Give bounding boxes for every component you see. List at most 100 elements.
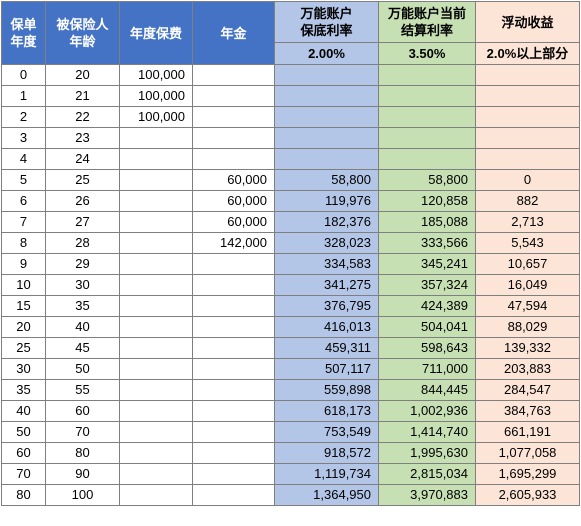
cell-guaranteed-value: 1,364,950 xyxy=(274,484,379,506)
table-row: 1 21 100,000 xyxy=(1,85,580,107)
cell-current-value xyxy=(378,127,476,149)
cell-floating-value: 882 xyxy=(475,190,580,212)
cell-insured-age: 100 xyxy=(45,484,120,506)
floating-rate-value: 2.0%以上部分 xyxy=(475,42,580,65)
cell-guaranteed-value: 182,376 xyxy=(274,211,379,233)
cell-guaranteed-value xyxy=(274,127,379,149)
table-row: 3 23 xyxy=(1,127,580,149)
header-annual-premium: 年度保费 xyxy=(119,1,193,65)
table-row: 4 24 xyxy=(1,148,580,170)
cell-guaranteed-value: 753,549 xyxy=(274,421,379,443)
cell-current-value: 58,800 xyxy=(378,169,476,191)
cell-policy-year: 6 xyxy=(1,190,46,212)
cell-insured-age: 35 xyxy=(45,295,120,317)
cell-floating-value: 88,029 xyxy=(475,316,580,338)
cell-insured-age: 29 xyxy=(45,253,120,275)
cell-policy-year: 8 xyxy=(1,232,46,254)
cell-guaranteed-value: 334,583 xyxy=(274,253,379,275)
cell-annuity: 142,000 xyxy=(192,232,275,254)
cell-insured-age: 70 xyxy=(45,421,120,443)
cell-insured-age: 21 xyxy=(45,85,120,107)
cell-floating-value: 661,191 xyxy=(475,421,580,443)
cell-floating-value: 5,543 xyxy=(475,232,580,254)
cell-insured-age: 80 xyxy=(45,442,120,464)
cell-floating-value: 2,713 xyxy=(475,211,580,233)
table-row: 25 45 459,311 598,643 139,332 xyxy=(1,337,580,359)
header-annuity: 年金 xyxy=(192,1,275,65)
cell-current-value: 711,000 xyxy=(378,358,476,380)
current-rate-value: 3.50% xyxy=(378,42,476,65)
cell-policy-year: 3 xyxy=(1,127,46,149)
cell-annual-premium: 100,000 xyxy=(119,106,193,128)
header-current-rate: 万能账户当前结算利率 xyxy=(378,1,476,43)
cell-annuity xyxy=(192,337,275,359)
cell-insured-age: 40 xyxy=(45,316,120,338)
cell-policy-year: 15 xyxy=(1,295,46,317)
cell-guaranteed-value: 459,311 xyxy=(274,337,379,359)
cell-current-value: 504,041 xyxy=(378,316,476,338)
cell-current-value: 3,970,883 xyxy=(378,484,476,506)
cell-guaranteed-value xyxy=(274,148,379,170)
cell-current-value: 2,815,034 xyxy=(378,463,476,485)
cell-guaranteed-value xyxy=(274,85,379,107)
table-row: 35 55 559,898 844,445 284,547 xyxy=(1,379,580,401)
cell-floating-value: 47,594 xyxy=(475,295,580,317)
guaranteed-rate-value: 2.00% xyxy=(274,42,379,65)
cell-policy-year: 7 xyxy=(1,211,46,233)
cell-insured-age: 20 xyxy=(45,64,120,86)
cell-guaranteed-value: 119,976 xyxy=(274,190,379,212)
cell-annual-premium xyxy=(119,316,193,338)
cell-current-value: 333,566 xyxy=(378,232,476,254)
table-row: 7 27 60,000 182,376 185,088 2,713 xyxy=(1,211,580,233)
header-row: 保单年度 被保险人年龄 年度保费 年金 万能账户保底利率 万能账户当前结算利率 … xyxy=(1,1,580,65)
cell-guaranteed-value: 416,013 xyxy=(274,316,379,338)
cell-insured-age: 60 xyxy=(45,400,120,422)
cell-annual-premium xyxy=(119,169,193,191)
table-row: 0 20 100,000 xyxy=(1,64,580,86)
cell-annual-premium xyxy=(119,211,193,233)
cell-policy-year: 1 xyxy=(1,85,46,107)
cell-policy-year: 20 xyxy=(1,316,46,338)
cell-floating-value: 2,605,933 xyxy=(475,484,580,506)
cell-insured-age: 24 xyxy=(45,148,120,170)
cell-insured-age: 90 xyxy=(45,463,120,485)
cell-annual-premium xyxy=(119,484,193,506)
cell-floating-value xyxy=(475,64,580,86)
cell-annuity xyxy=(192,127,275,149)
cell-policy-year: 60 xyxy=(1,442,46,464)
cell-insured-age: 45 xyxy=(45,337,120,359)
cell-current-value xyxy=(378,64,476,86)
cell-policy-year: 70 xyxy=(1,463,46,485)
cell-annual-premium xyxy=(119,190,193,212)
table-row: 60 80 918,572 1,995,630 1,077,058 xyxy=(1,442,580,464)
cell-floating-value: 16,049 xyxy=(475,274,580,296)
cell-policy-year: 35 xyxy=(1,379,46,401)
cell-guaranteed-value: 618,173 xyxy=(274,400,379,422)
cell-guaranteed-value: 328,023 xyxy=(274,232,379,254)
table-row: 70 90 1,119,734 2,815,034 1,695,299 xyxy=(1,463,580,485)
cell-annual-premium xyxy=(119,274,193,296)
cell-annuity: 60,000 xyxy=(192,169,275,191)
cell-policy-year: 0 xyxy=(1,64,46,86)
rate-row: 2.00% 3.50% 2.0%以上部分 xyxy=(2,42,580,65)
cell-guaranteed-value: 507,117 xyxy=(274,358,379,380)
cell-annuity xyxy=(192,379,275,401)
cell-insured-age: 26 xyxy=(45,190,120,212)
cell-annuity xyxy=(192,85,275,107)
cell-annual-premium xyxy=(119,400,193,422)
cell-policy-year: 50 xyxy=(1,421,46,443)
header-insured-age: 被保险人年龄 xyxy=(45,1,120,65)
cell-annuity xyxy=(192,274,275,296)
table-row: 5 25 60,000 58,800 58,800 0 xyxy=(1,169,580,191)
cell-annual-premium xyxy=(119,442,193,464)
cell-annual-premium: 100,000 xyxy=(119,64,193,86)
cell-annual-premium xyxy=(119,421,193,443)
table-row: 50 70 753,549 1,414,740 661,191 xyxy=(1,421,580,443)
cell-guaranteed-value: 341,275 xyxy=(274,274,379,296)
header-floating-return: 浮动收益 xyxy=(475,1,580,43)
cell-guaranteed-value xyxy=(274,64,379,86)
cell-guaranteed-value: 559,898 xyxy=(274,379,379,401)
cell-insured-age: 28 xyxy=(45,232,120,254)
table-row: 2 22 100,000 xyxy=(1,106,580,128)
cell-annuity xyxy=(192,253,275,275)
